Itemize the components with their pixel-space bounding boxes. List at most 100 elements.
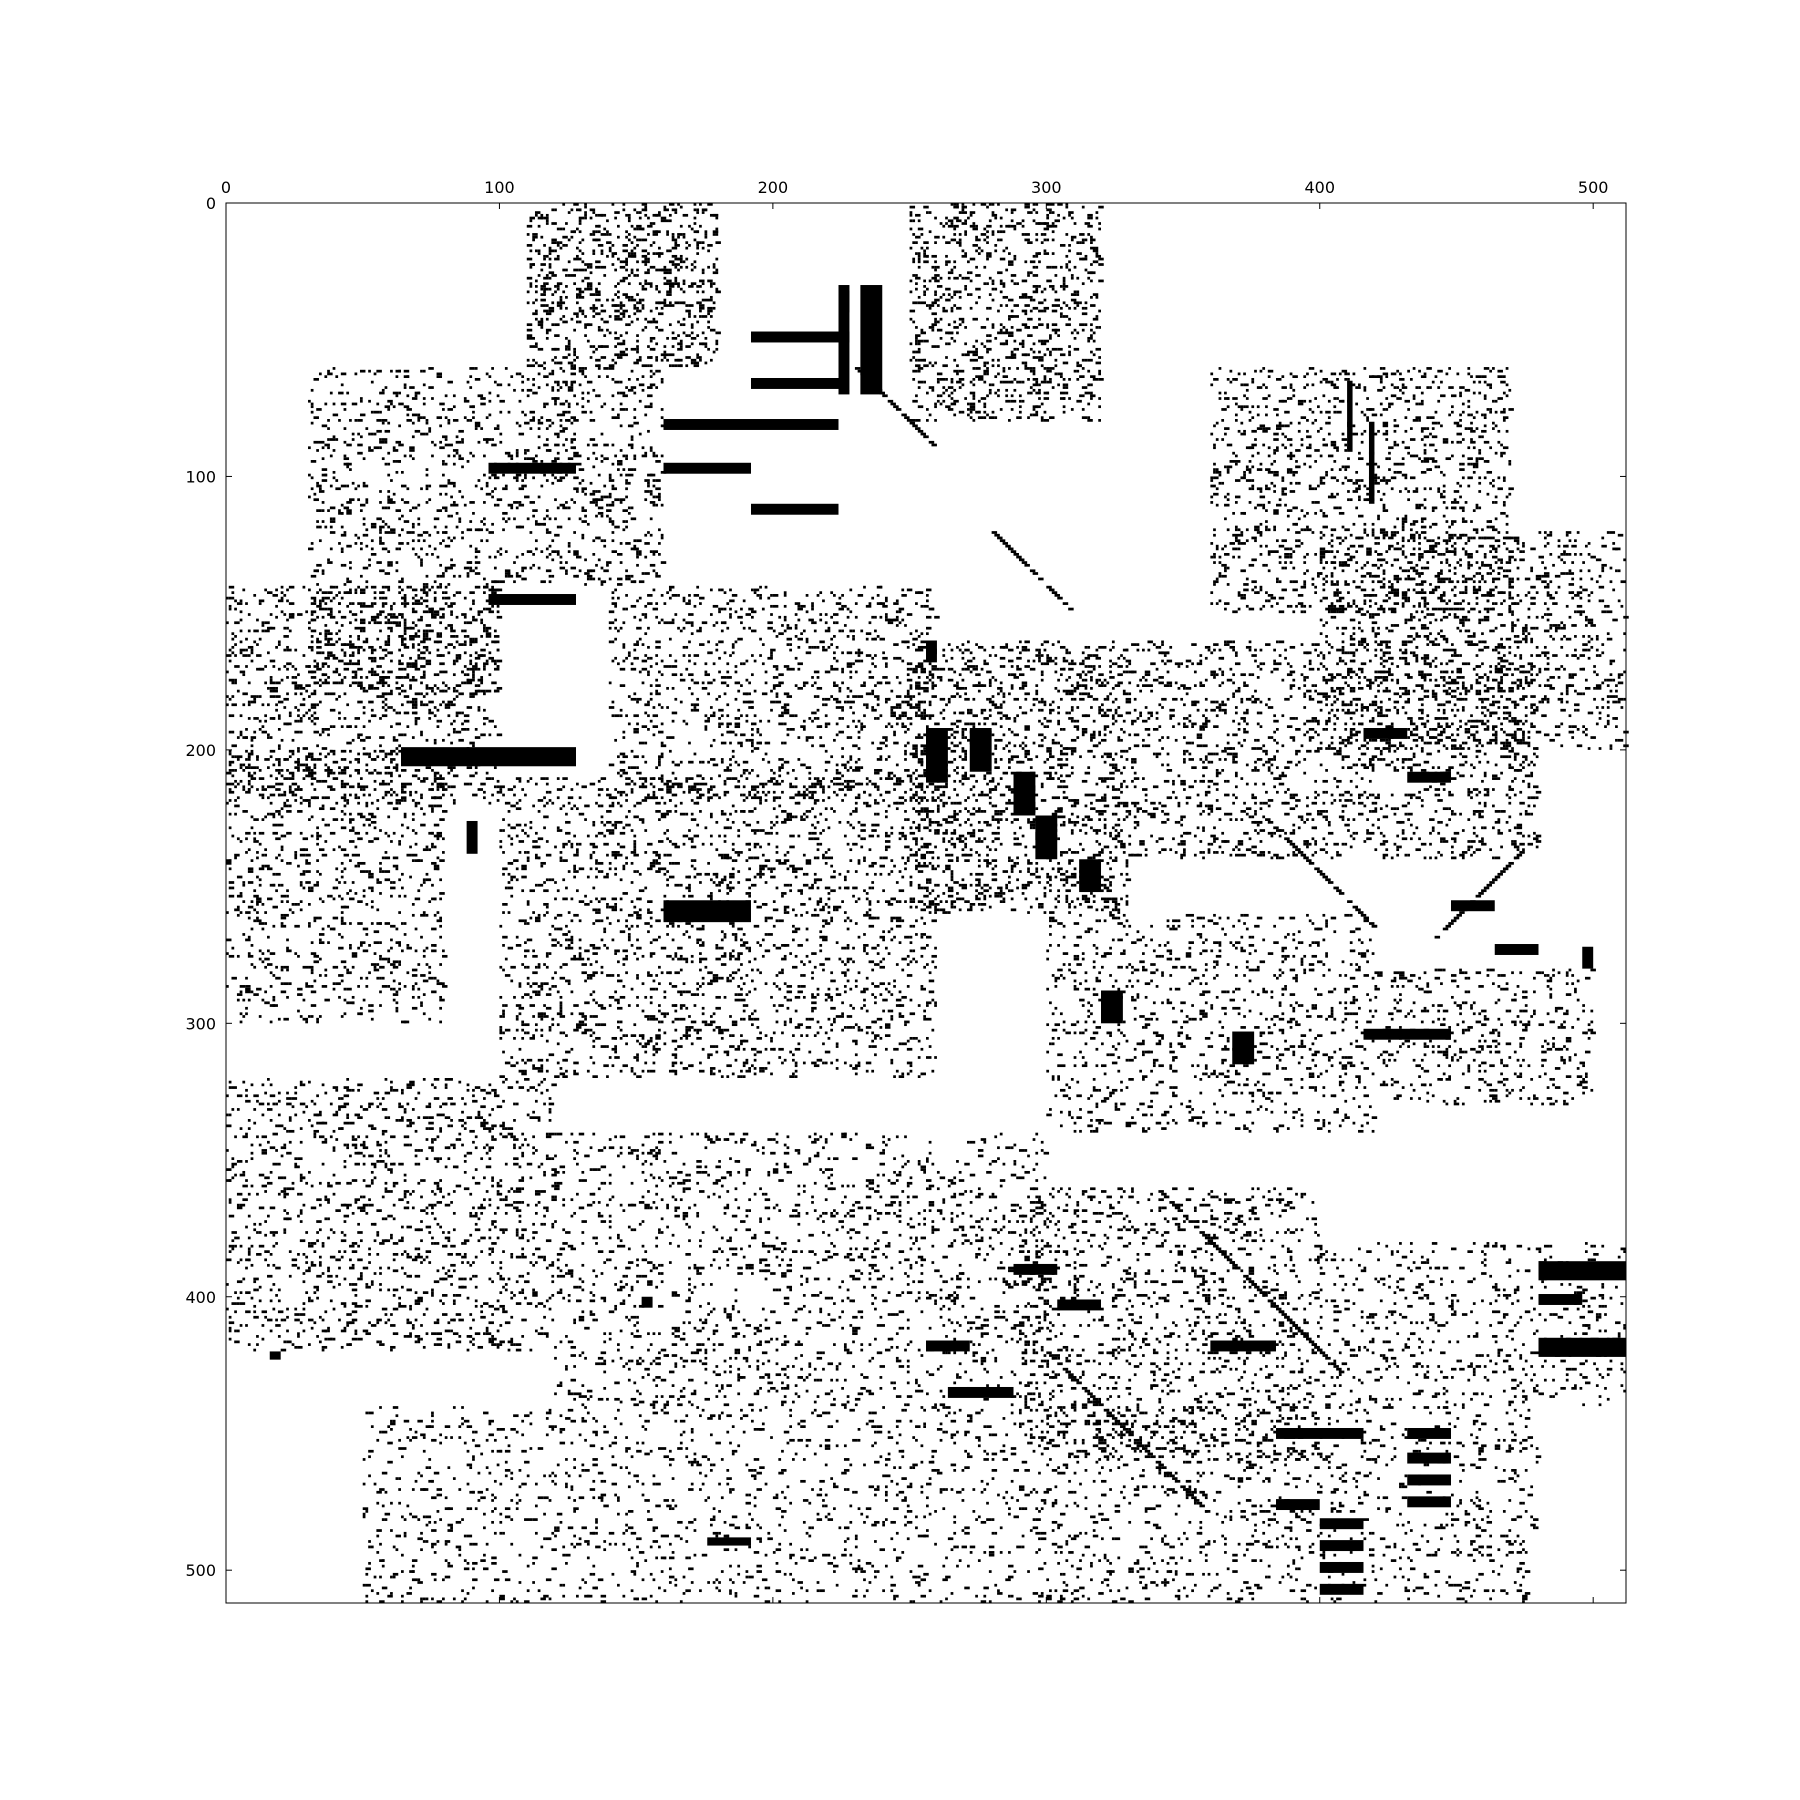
nonzero-entry bbox=[1224, 566, 1227, 570]
nonzero-entry bbox=[701, 342, 705, 346]
nonzero-entry bbox=[1213, 462, 1216, 466]
nonzero-entry bbox=[1470, 438, 1473, 441]
nonzero-entry bbox=[576, 257, 582, 261]
nonzero-entry bbox=[1363, 413, 1367, 417]
nonzero-entry bbox=[540, 235, 544, 239]
nonzero-entry bbox=[346, 484, 350, 488]
nonzero-entry bbox=[1341, 569, 1345, 573]
nonzero-entry bbox=[327, 438, 330, 441]
nonzero-entry bbox=[1322, 588, 1326, 592]
nonzero-entry bbox=[1363, 388, 1367, 392]
nonzero-entry bbox=[636, 268, 639, 272]
nonzero-entry bbox=[1448, 536, 1451, 540]
nonzero-entry bbox=[381, 388, 385, 392]
nonzero-entry bbox=[603, 227, 607, 231]
nonzero-entry bbox=[1024, 353, 1028, 357]
nonzero-entry bbox=[1352, 372, 1356, 376]
nonzero-entry bbox=[472, 667, 475, 671]
nonzero-entry bbox=[611, 501, 615, 504]
nonzero-entry bbox=[1379, 378, 1383, 381]
nonzero-entry bbox=[340, 533, 347, 537]
nonzero-entry bbox=[455, 525, 459, 529]
nonzero-entry bbox=[1327, 416, 1331, 420]
nonzero-entry bbox=[1325, 574, 1328, 578]
nonzero-entry bbox=[526, 364, 530, 368]
nonzero-entry bbox=[403, 676, 410, 679]
nonzero-entry bbox=[1341, 539, 1345, 543]
nonzero-entry bbox=[1420, 525, 1427, 529]
nonzero-entry bbox=[1032, 298, 1036, 302]
nonzero-entry bbox=[1522, 670, 1525, 674]
nonzero-entry bbox=[1511, 673, 1514, 677]
nonzero-entry bbox=[1349, 383, 1356, 387]
nonzero-entry bbox=[406, 375, 410, 378]
nonzero-entry bbox=[663, 301, 667, 305]
nonzero-entry bbox=[480, 635, 484, 638]
nonzero-entry bbox=[986, 230, 989, 234]
nonzero-entry bbox=[953, 293, 957, 296]
nonzero-entry bbox=[972, 419, 976, 422]
nonzero-entry bbox=[1234, 533, 1241, 537]
nonzero-entry bbox=[1303, 386, 1307, 389]
nonzero-entry bbox=[469, 386, 473, 389]
nonzero-entry bbox=[491, 438, 494, 441]
nonzero-entry bbox=[1322, 654, 1326, 657]
nonzero-entry bbox=[381, 596, 385, 600]
nonzero-entry bbox=[1409, 454, 1416, 458]
nonzero-entry bbox=[939, 378, 946, 381]
nonzero-entry bbox=[1437, 577, 1441, 581]
nonzero-entry bbox=[1240, 408, 1244, 411]
nonzero-entry bbox=[655, 386, 659, 389]
nonzero-entry bbox=[1404, 673, 1410, 677]
nonzero-entry bbox=[1554, 667, 1561, 671]
nonzero-entry bbox=[1470, 375, 1473, 378]
nonzero-entry bbox=[1295, 539, 1298, 543]
nonzero-entry bbox=[362, 484, 369, 488]
nonzero-entry bbox=[392, 391, 399, 395]
nonzero-entry bbox=[1579, 610, 1583, 614]
nonzero-entry bbox=[379, 539, 382, 543]
nonzero-entry bbox=[1338, 506, 1342, 510]
nonzero-entry bbox=[420, 558, 423, 562]
nonzero-entry bbox=[581, 536, 585, 540]
nonzero-entry bbox=[401, 514, 404, 518]
nonzero-entry bbox=[1076, 276, 1080, 280]
nonzero-entry bbox=[1453, 542, 1457, 545]
nonzero-entry bbox=[1407, 574, 1410, 578]
nonzero-entry bbox=[551, 481, 555, 485]
nonzero-entry bbox=[1368, 615, 1372, 619]
nonzero-entry bbox=[1374, 632, 1380, 636]
nonzero-entry bbox=[354, 681, 358, 685]
nonzero-entry bbox=[589, 438, 596, 441]
nonzero-entry bbox=[1407, 599, 1410, 603]
nonzero-entry bbox=[565, 268, 568, 272]
nonzero-entry bbox=[316, 615, 319, 619]
nonzero-entry bbox=[1483, 615, 1490, 619]
nonzero-entry bbox=[1543, 536, 1547, 540]
nonzero-entry bbox=[1229, 369, 1233, 373]
nonzero-entry bbox=[1464, 542, 1468, 545]
nonzero-entry bbox=[1475, 427, 1479, 430]
nonzero-entry bbox=[1412, 490, 1419, 493]
nonzero-entry bbox=[529, 410, 535, 414]
nonzero-entry bbox=[570, 380, 576, 384]
nonzero-entry bbox=[529, 216, 535, 220]
nonzero-entry bbox=[1524, 629, 1528, 633]
nonzero-entry bbox=[1554, 626, 1561, 630]
nonzero-entry bbox=[321, 520, 325, 523]
nonzero-entry bbox=[920, 328, 924, 332]
nonzero-entry bbox=[934, 216, 937, 220]
nonzero-entry bbox=[450, 602, 453, 605]
nonzero-entry bbox=[1073, 290, 1077, 294]
nonzero-entry bbox=[576, 574, 579, 578]
nonzero-entry bbox=[1418, 618, 1421, 622]
nonzero-entry bbox=[947, 271, 954, 275]
nonzero-entry bbox=[622, 391, 626, 395]
nonzero-entry bbox=[1292, 588, 1298, 592]
nonzero-entry bbox=[1560, 572, 1566, 575]
nonzero-entry bbox=[611, 378, 615, 381]
nonzero-entry bbox=[1505, 561, 1512, 564]
nonzero-entry bbox=[1568, 583, 1575, 586]
nonzero-entry bbox=[1010, 408, 1014, 411]
nonzero-entry bbox=[649, 369, 653, 373]
